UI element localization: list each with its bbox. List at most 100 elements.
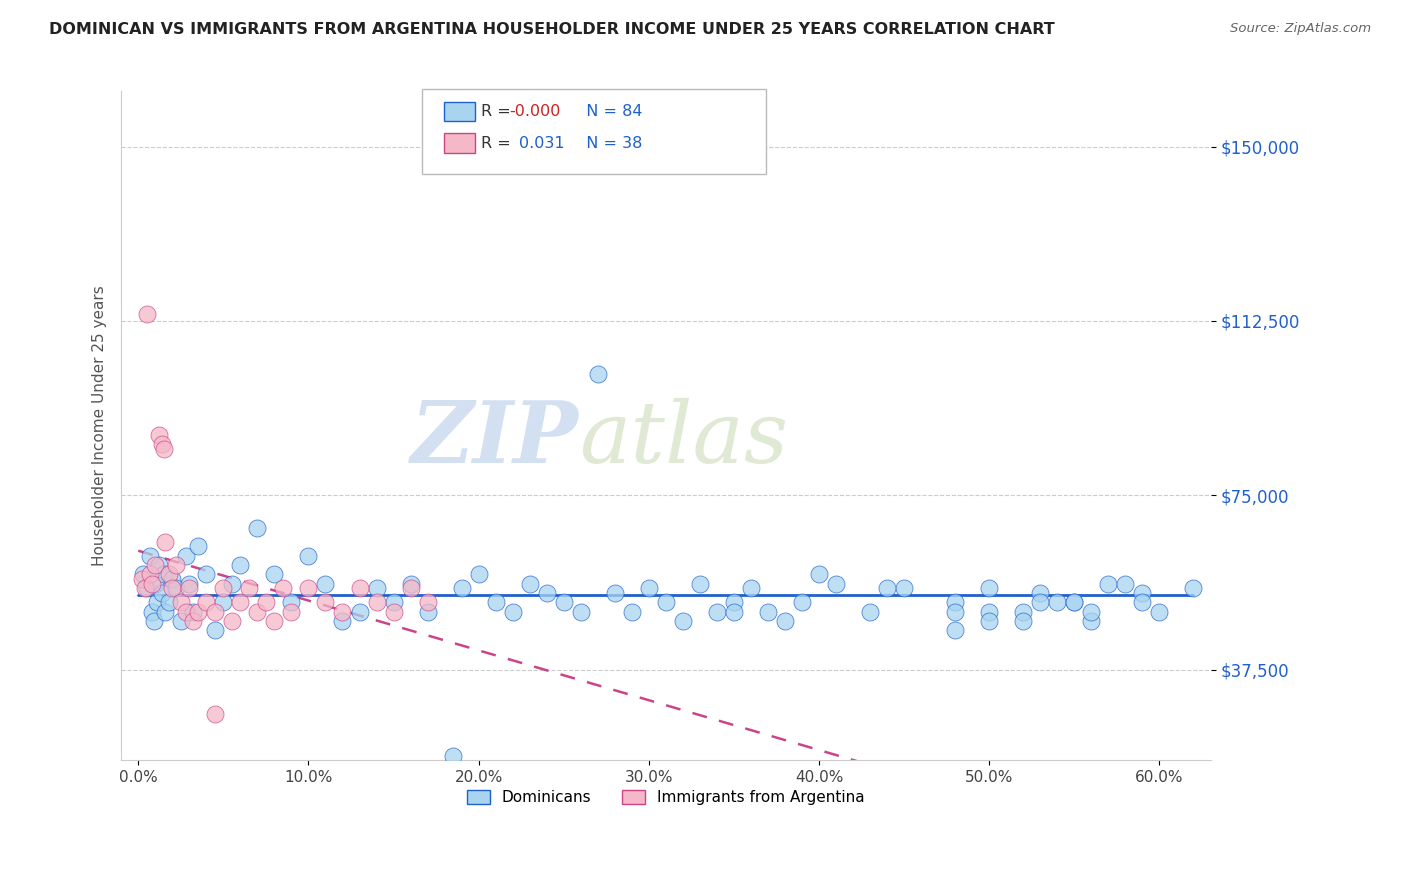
Point [179,582,201,596]
Point [148,558,170,573]
Text: Source: ZipAtlas.com: Source: ZipAtlas.com [1230,22,1371,36]
Point [349,605,371,619]
Point [187,605,209,619]
Point [165,582,187,596]
Point [723,595,745,609]
Point [366,582,388,596]
Point [314,595,336,609]
Text: DOMINICAN VS IMMIGRANTS FROM ARGENTINA HOUSEHOLDER INCOME UNDER 25 YEARS CORRELA: DOMINICAN VS IMMIGRANTS FROM ARGENTINA H… [49,22,1054,37]
Point [155,605,177,619]
Point [399,576,422,591]
Text: N = 84: N = 84 [576,104,643,120]
Point [979,582,1001,596]
Point [943,605,966,619]
Y-axis label: Householder Income Under 25 years: Householder Income Under 25 years [93,285,107,566]
Point [979,605,1001,619]
Point [204,706,226,721]
Point [756,605,779,619]
Point [181,605,204,619]
Point [150,586,173,600]
Point [382,595,405,609]
Point [603,586,626,600]
Point [155,534,177,549]
Point [229,558,252,573]
Point [195,595,218,609]
Point [366,595,388,609]
Point [157,595,180,609]
Point [569,605,592,619]
Point [586,368,609,382]
Point [181,614,204,628]
Point [221,614,243,628]
Point [441,748,464,763]
Point [553,595,575,609]
Point [1080,614,1102,628]
Point [221,576,243,591]
Point [467,567,489,582]
Point [271,582,294,596]
Point [141,605,163,619]
Point [450,582,472,596]
Point [859,605,882,619]
Point [152,442,174,456]
Point [536,586,558,600]
Point [170,595,193,609]
Point [825,576,848,591]
Point [146,595,169,609]
Point [1029,595,1052,609]
Point [143,558,166,573]
Point [142,614,165,628]
Point [1046,595,1069,609]
Point [204,605,226,619]
Point [174,549,197,563]
Point [195,567,218,582]
Point [655,595,678,609]
Point [254,595,277,609]
Text: ZIP: ZIP [411,397,579,481]
Point [620,605,643,619]
Point [485,595,508,609]
Point [139,549,162,563]
Point [229,595,252,609]
Point [382,605,405,619]
Point [790,595,813,609]
Point [187,540,209,554]
Point [263,567,285,582]
Point [179,576,201,591]
Point [212,582,235,596]
Point [1012,605,1035,619]
Point [162,572,184,586]
Point [399,582,422,596]
Point [689,576,711,591]
Point [416,605,439,619]
Point [134,582,156,596]
Point [246,521,269,535]
Point [416,595,439,609]
Point [740,582,762,596]
Point [314,576,336,591]
Text: R =: R = [481,104,516,120]
Point [165,558,187,573]
Point [519,576,541,591]
Point [139,567,162,582]
Point [706,605,728,619]
Point [212,595,235,609]
Point [1029,586,1052,600]
Text: R =: R = [481,136,510,151]
Point [773,614,796,628]
Point [148,428,170,442]
Point [808,567,831,582]
Point [297,549,319,563]
Point [280,595,302,609]
Point [502,605,524,619]
Point [876,582,898,596]
Point [672,614,695,628]
Point [152,567,174,582]
Point [135,307,157,321]
Point [637,582,659,596]
Point [238,582,260,596]
Point [723,605,745,619]
Point [1132,586,1154,600]
Text: 0.031: 0.031 [519,136,564,151]
Point [1063,595,1085,609]
